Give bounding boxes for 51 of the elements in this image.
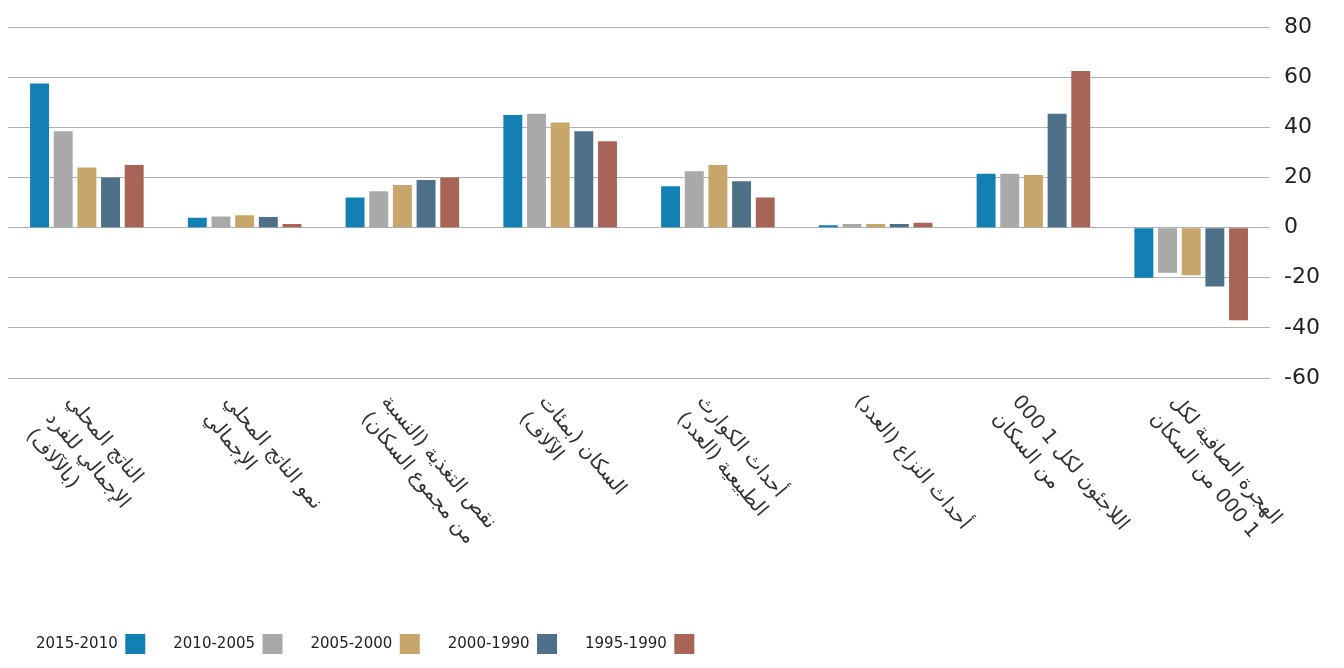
y-tick-label: 20 [1284, 163, 1313, 189]
bar [1229, 228, 1248, 321]
bar [1134, 228, 1154, 278]
x-tick-label: السكان (بمئات الآلاف) [514, 389, 633, 500]
bar [708, 165, 728, 228]
bar [732, 181, 752, 228]
bar [392, 185, 412, 228]
legend-label: 2005-2000 [310, 633, 393, 652]
legend-label: 1995-1990 [585, 633, 667, 652]
legend-label: 2015-2010 [35, 633, 118, 652]
bar [1047, 113, 1067, 228]
legend-label: 2000-1990 [447, 633, 530, 652]
bar [976, 173, 996, 228]
bar [818, 225, 838, 228]
y-tick-label: 0 [1284, 213, 1299, 239]
x-tick-label: الناتج المحلي الإجمالي للفرد (بالآلاف) [21, 389, 150, 514]
x-tick-label: أحداث النزاع (العدد) [850, 388, 978, 534]
x-tick-label: نقص التغذية (النسبة من مجموع السكان) [357, 389, 503, 549]
bar [124, 165, 144, 228]
bar [598, 141, 617, 228]
y-tick-label: -20 [1284, 263, 1320, 289]
y-tick-label: -40 [1284, 313, 1320, 339]
x-tick-label: نمو الناتج المحلي الإجمالي [198, 389, 329, 515]
y-tick-label: 60 [1284, 63, 1313, 89]
y-tick-label: -60 [1284, 363, 1320, 389]
bar [101, 177, 121, 228]
bar [1023, 175, 1043, 228]
bar [345, 197, 365, 228]
bar [77, 167, 97, 228]
bar [1071, 71, 1091, 228]
bar [1181, 228, 1201, 276]
bar [574, 131, 594, 228]
bar [30, 83, 50, 228]
bar [440, 177, 460, 228]
bar [550, 122, 570, 228]
bar [503, 114, 523, 228]
x-tick-label: اللاجئون لكل 1 000 من السكان [988, 389, 1136, 535]
x-tick-label: أحداث الكوارث الطبيعية (العدد) [672, 388, 793, 521]
y-tick-label: 80 [1284, 12, 1313, 38]
y-tick-label: 40 [1284, 113, 1313, 139]
legend-label: 2010-2005 [173, 633, 256, 652]
bar [866, 223, 886, 228]
x-tick-label: الهجرة الصافية لكل 1 000 من السكان [1145, 389, 1288, 543]
bar [661, 186, 681, 228]
bar [258, 216, 278, 228]
bar [889, 223, 909, 228]
bar [416, 180, 436, 228]
bar [235, 215, 255, 228]
bar [187, 217, 207, 228]
bar [755, 197, 775, 228]
bar [1205, 228, 1225, 287]
